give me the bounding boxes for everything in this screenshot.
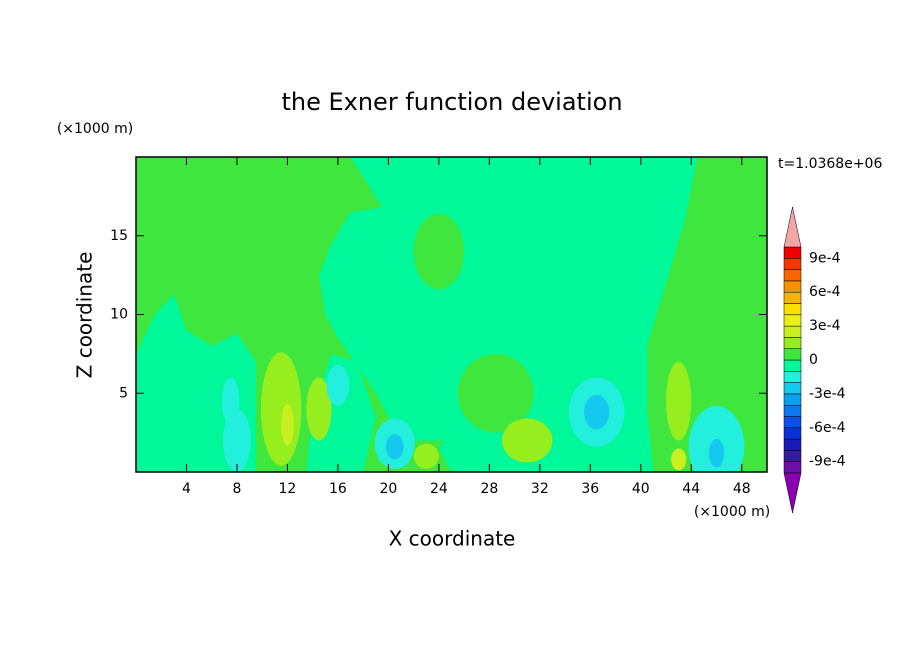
colorbar-band xyxy=(783,337,802,349)
colorbar-band xyxy=(783,246,802,259)
colorbar-band xyxy=(783,258,802,270)
contour-region xyxy=(223,409,251,472)
colorbar-band xyxy=(783,280,802,293)
colorbar-band xyxy=(783,404,802,417)
contour-region xyxy=(457,353,534,433)
contour-region xyxy=(413,443,439,469)
x-tick-label: 20 xyxy=(379,481,397,497)
colorbar-band xyxy=(783,393,802,406)
field xyxy=(136,157,767,472)
contour-region xyxy=(221,377,240,425)
x-tick-label: 8 xyxy=(232,481,241,497)
colorbar-band xyxy=(783,359,802,372)
colorbar-band xyxy=(783,325,802,338)
colorbar-band xyxy=(783,450,802,462)
contour-region xyxy=(281,404,294,446)
x-tick-label: 4 xyxy=(182,481,191,497)
colorbar-tick-label: 3e-4 xyxy=(809,318,841,334)
x-tick-label: 36 xyxy=(581,481,599,497)
x-tick-label: 48 xyxy=(733,481,751,497)
colorbar-band xyxy=(783,314,802,327)
x-tick-label: 32 xyxy=(531,481,549,497)
colorbar-band xyxy=(783,348,802,361)
x-tick-label: 40 xyxy=(632,481,650,497)
y-unit: (×1000 m) xyxy=(57,121,133,137)
contour-region xyxy=(708,438,725,468)
colorbar-tick-label: -3e-4 xyxy=(809,386,846,402)
contour-region xyxy=(260,352,302,466)
colorbar-extend xyxy=(783,472,802,514)
colorbar-band xyxy=(783,291,802,304)
colorbar-extend xyxy=(783,206,802,248)
contour-region xyxy=(326,364,350,406)
colorbar-tick-label: -6e-4 xyxy=(809,420,846,436)
y-tick-label: 10 xyxy=(110,307,128,323)
x-unit: (×1000 m) xyxy=(694,504,770,520)
colorbar-tick-label: -9e-4 xyxy=(809,454,846,470)
colorbar-tick-label: 0 xyxy=(809,352,818,368)
colorbar-tick-label: 9e-4 xyxy=(809,250,841,266)
colorbar-band xyxy=(783,461,802,474)
colorbar-band xyxy=(783,427,802,440)
x-tick-label: 28 xyxy=(480,481,498,497)
time-annotation: t=1.0368e+06 xyxy=(778,156,882,172)
contour-region xyxy=(413,213,465,290)
x-axis-label: X coordinate xyxy=(389,527,516,551)
contour-region xyxy=(501,418,553,463)
contour-region xyxy=(671,448,687,471)
contour-region xyxy=(385,434,404,460)
contour-region xyxy=(306,377,332,441)
colorbar-band xyxy=(783,269,802,282)
colorbar-band xyxy=(783,382,802,395)
x-tick-label: 12 xyxy=(279,481,297,497)
y-axis-label: Z coordinate xyxy=(73,252,97,379)
colorbar-band xyxy=(783,438,802,451)
x-tick-label: 16 xyxy=(329,481,347,497)
contour-region xyxy=(584,394,610,430)
contour-region xyxy=(666,361,692,441)
x-tick-label: 24 xyxy=(430,481,448,497)
x-tick-label: 44 xyxy=(682,481,700,497)
colorbar-band xyxy=(783,416,802,429)
y-tick-label: 15 xyxy=(110,228,128,244)
chart-title: the Exner function deviation xyxy=(281,88,622,116)
colorbar-tick-label: 6e-4 xyxy=(809,284,841,300)
y-tick-label: 5 xyxy=(119,385,128,401)
colorbar-band xyxy=(783,303,802,316)
colorbar-band xyxy=(783,371,802,383)
